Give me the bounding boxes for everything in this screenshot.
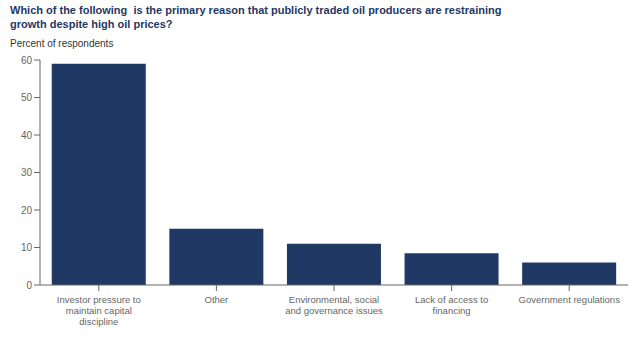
svg-text:0: 0 <box>26 280 32 291</box>
svg-text:Government regulations: Government regulations <box>519 294 621 305</box>
svg-text:10: 10 <box>21 242 33 253</box>
svg-text:Lack of access tofinancing: Lack of access tofinancing <box>415 294 488 316</box>
svg-text:Environmental, socialand gover: Environmental, socialand governance issu… <box>285 294 383 316</box>
svg-text:20: 20 <box>21 205 33 216</box>
svg-text:40: 40 <box>21 130 33 141</box>
svg-text:Investor pressure tomaintain c: Investor pressure tomaintain capitaldisc… <box>57 294 141 327</box>
svg-text:Other: Other <box>205 294 229 305</box>
html-text:Percent of respondents: Percent of respondents <box>10 38 114 49</box>
html-text:Which of the following is the: Which of the following is the primary re… <box>10 4 502 30</box>
svg-text:50: 50 <box>21 92 33 103</box>
svg-text:60: 60 <box>21 55 33 66</box>
svg-text:30: 30 <box>21 167 33 178</box>
